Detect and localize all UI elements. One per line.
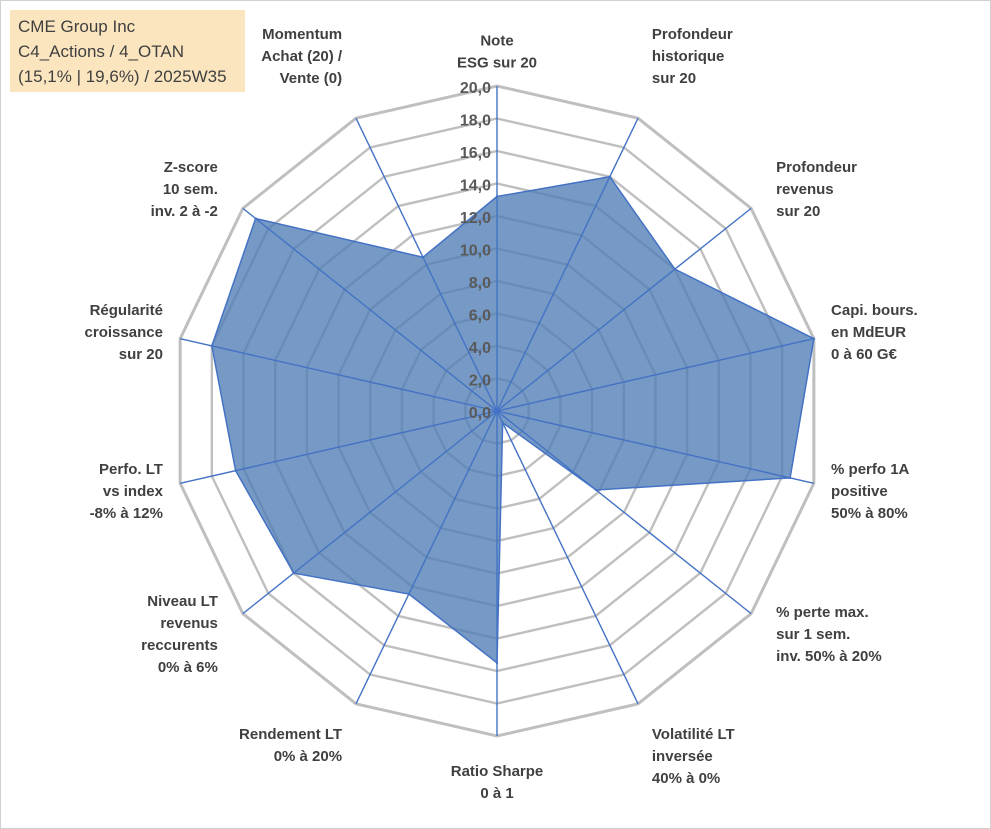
axis-label-line: sur 1 sem. bbox=[776, 626, 850, 643]
axis-spoke bbox=[179, 337, 498, 412]
axis-label: Niveau LT revenus reccurents 0% à 6% bbox=[141, 593, 218, 676]
axis-label: % perte max. sur 1 sem. inv. 50% à 20% bbox=[776, 604, 882, 665]
tick-label: 4,0 bbox=[469, 340, 491, 357]
axis-spoke bbox=[496, 410, 815, 485]
tick-label: 0,0 bbox=[469, 405, 491, 422]
tick-label: 2,0 bbox=[469, 373, 491, 390]
data-point bbox=[407, 592, 411, 596]
axis-label-line: Perfo. LT bbox=[99, 461, 163, 478]
axis-label-line: 10 sem. bbox=[163, 181, 218, 198]
axis-label-line: 40% à 0% bbox=[652, 770, 720, 787]
axis-spoke bbox=[242, 207, 498, 412]
tick-label: 10,0 bbox=[460, 243, 491, 260]
axis-label-line: revenus bbox=[776, 181, 834, 198]
axis-label-line: % perte max. bbox=[776, 604, 869, 621]
data-point bbox=[210, 344, 214, 348]
tick-label: 8,0 bbox=[469, 275, 491, 292]
axis-label: % perfo 1A positive 50% à 80% bbox=[831, 461, 910, 522]
axis-label-line: revenus bbox=[160, 615, 218, 632]
axis-label: Profondeur historique sur 20 bbox=[652, 26, 733, 87]
axis-label-line: croissance bbox=[85, 324, 163, 341]
axis-label-line: inv. 2 à -2 bbox=[151, 203, 218, 220]
axis-label-line: Volatilité LT bbox=[652, 726, 735, 743]
axis-label-line: inversée bbox=[652, 748, 713, 765]
data-point bbox=[292, 571, 295, 575]
axis-label-line: historique bbox=[652, 48, 725, 65]
axis-label: Z-score 10 sem. inv. 2 à -2 bbox=[151, 159, 218, 220]
axis-label: Perfo. LT vs index -8% à 12% bbox=[90, 461, 164, 522]
data-point bbox=[234, 469, 237, 472]
axis-label-line: Niveau LT bbox=[147, 593, 218, 610]
axis-spoke bbox=[355, 117, 498, 412]
data-point bbox=[254, 217, 257, 220]
axis-label: Volatilité LT inversée 40% à 0% bbox=[652, 726, 735, 787]
data-point bbox=[501, 421, 504, 424]
axis-label-line: Z-score bbox=[164, 159, 218, 176]
axis-label-line: inv. 50% à 20% bbox=[776, 648, 882, 665]
axis-label-line: positive bbox=[831, 483, 888, 500]
series-area bbox=[211, 175, 815, 665]
tick-label: 14,0 bbox=[460, 178, 491, 195]
axis-label-line: 0% à 20% bbox=[274, 748, 342, 765]
axis-label-line: % perfo 1A bbox=[831, 461, 910, 478]
axis-label-line: -8% à 12% bbox=[90, 505, 163, 522]
axis-label-line: 0% à 6% bbox=[158, 659, 218, 676]
axis-spoke bbox=[242, 410, 498, 615]
axis-label-line: 0 à 1 bbox=[480, 785, 513, 802]
data-point bbox=[673, 267, 677, 271]
tick-label: 12,0 bbox=[460, 210, 491, 227]
tick-label: 16,0 bbox=[460, 145, 491, 162]
data-point bbox=[594, 488, 598, 492]
axis-label-line: sur 20 bbox=[119, 346, 163, 363]
axis-label-line: Ratio Sharpe bbox=[451, 763, 544, 780]
data-point bbox=[495, 195, 499, 198]
tick-label: 18,0 bbox=[460, 113, 491, 130]
axis-label-line: Achat (20) / bbox=[261, 48, 343, 65]
axis-label-line: vs index bbox=[103, 483, 164, 500]
axis-label: Momentum Achat (20) / Vente (0) bbox=[261, 26, 343, 87]
period-label: (15,1% | 19,6%) / 2025W35 bbox=[18, 67, 227, 86]
company-name: CME Group Inc bbox=[18, 17, 136, 36]
axis-label-line: 0 à 60 G€ bbox=[831, 346, 898, 363]
axis-label: Profondeur revenus sur 20 bbox=[776, 159, 857, 220]
tick-label: 20,0 bbox=[460, 80, 491, 97]
axis-label-line: sur 20 bbox=[776, 203, 820, 220]
axis-label-line: Rendement LT bbox=[239, 726, 342, 743]
info-box: CME Group Inc C4_Actions / 4_OTAN (15,1%… bbox=[10, 10, 245, 92]
data-point bbox=[421, 256, 425, 259]
data-point bbox=[495, 661, 499, 665]
axis-label-line: sur 20 bbox=[652, 70, 696, 87]
axis-label-line: Note bbox=[480, 32, 513, 49]
axis-label-line: en MdEUR bbox=[831, 324, 906, 341]
data-point bbox=[608, 175, 612, 178]
axis-label-line: Régularité bbox=[90, 302, 163, 319]
axis-spoke bbox=[496, 117, 639, 412]
tick-label: 6,0 bbox=[469, 308, 491, 325]
axis-label-line: Vente (0) bbox=[280, 70, 343, 87]
data-point bbox=[812, 337, 816, 340]
axis-label: Rendement LT 0% à 20% bbox=[239, 726, 342, 765]
axis-spoke bbox=[355, 410, 498, 705]
axis-spoke bbox=[179, 410, 498, 485]
axis-label-line: Profondeur bbox=[776, 159, 857, 176]
axis-spoke bbox=[496, 410, 639, 705]
axis-label: Note ESG sur 20 bbox=[457, 32, 537, 71]
axis-spoke bbox=[496, 207, 752, 412]
axis-label: Capi. bours. en MdEUR 0 à 60 G€ bbox=[831, 302, 918, 363]
axis-spoke bbox=[496, 410, 752, 615]
axis-label-line: 50% à 80% bbox=[831, 505, 908, 522]
axis-label-line: reccurents bbox=[141, 637, 218, 654]
classification-label: C4_Actions / 4_OTAN bbox=[18, 42, 184, 61]
axis-label-line: Profondeur bbox=[652, 26, 733, 43]
axis-label: Ratio Sharpe 0 à 1 bbox=[451, 763, 544, 802]
axis-spoke bbox=[496, 337, 815, 412]
data-point bbox=[788, 476, 792, 480]
axis-label-line: Momentum bbox=[262, 26, 342, 43]
axis-label-line: ESG sur 20 bbox=[457, 54, 537, 71]
axis-label-line: Capi. bours. bbox=[831, 302, 918, 319]
axis-label: Régularité croissance sur 20 bbox=[85, 302, 163, 363]
